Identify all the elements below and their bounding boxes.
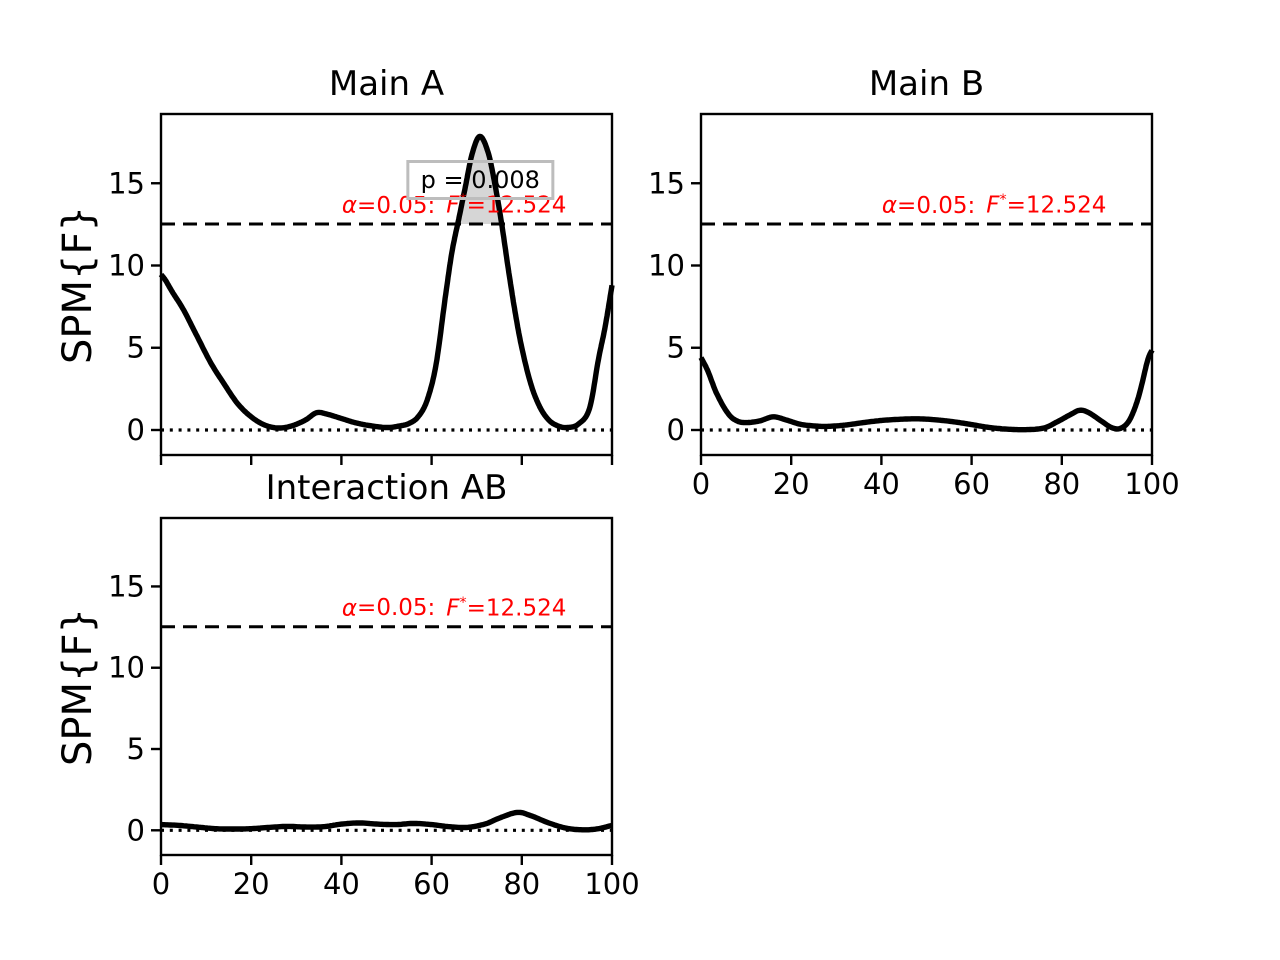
axes-frame	[159, 516, 614, 857]
y-axis-label-main-a: SPM{F}	[55, 206, 101, 364]
y-tick-label: 10	[108, 651, 145, 685]
p-value-annotation: p = 0.008	[406, 159, 554, 200]
f-critical-value: =12.524	[1006, 192, 1107, 219]
y-tick-label: 10	[108, 249, 145, 283]
y-axis-label-interaction-ab: SPM{F}	[55, 608, 101, 766]
f-star: *	[459, 191, 467, 208]
y-tick-label: 10	[648, 249, 685, 283]
y-tick-label: 5	[667, 331, 685, 365]
axes-frame	[159, 112, 614, 457]
y-tick-label: 5	[127, 732, 145, 766]
x-tick-label: 100	[1124, 467, 1179, 501]
y-tick-label: 15	[108, 166, 145, 200]
alpha-value: =0.05:	[897, 192, 976, 219]
spm-curve	[698, 348, 1155, 433]
alpha-symbol: α	[341, 595, 358, 622]
f-star: *	[999, 191, 1007, 208]
alpha-symbol: α	[881, 192, 898, 219]
threshold-label-interaction-ab: α=0.05: F*=12.524	[342, 595, 567, 623]
y-tick-label: 15	[648, 166, 685, 200]
suprathreshold-cluster-fill	[457, 136, 502, 224]
y-tick-label: 0	[127, 413, 145, 447]
f-symbol: F	[446, 595, 460, 622]
x-tick-label: 40	[863, 467, 900, 501]
y-tick-label: 15	[108, 569, 145, 603]
chart-title-main-a: Main A	[328, 64, 445, 104]
y-tick-label: 5	[127, 331, 145, 365]
alpha-value: =0.05:	[357, 595, 436, 622]
x-tick-label: 60	[953, 467, 990, 501]
chart-title-interaction-ab: Interaction AB	[265, 468, 508, 508]
f-star: *	[459, 594, 467, 611]
y-tick-label: 0	[127, 813, 145, 847]
spm-curve	[158, 133, 615, 431]
f-critical-value: =12.524	[466, 595, 567, 622]
x-tick-label: 20	[233, 867, 270, 901]
x-tick-label: 100	[584, 867, 639, 901]
x-tick-label: 20	[773, 467, 810, 501]
x-tick-label: 0	[152, 867, 170, 901]
x-tick-label: 0	[692, 467, 710, 501]
x-tick-label: 40	[323, 867, 360, 901]
spm-curve	[159, 809, 614, 833]
alpha-symbol: α	[341, 192, 358, 219]
x-tick-label: 60	[413, 867, 450, 901]
y-tick-label: 0	[667, 413, 685, 447]
x-tick-label: 80	[1043, 467, 1080, 501]
threshold-label-main-b: α=0.05: F*=12.524	[882, 192, 1107, 220]
axes-frame	[699, 112, 1154, 457]
x-tick-label: 80	[503, 867, 540, 901]
chart-title-main-b: Main B	[868, 64, 985, 104]
f-symbol: F	[986, 192, 1000, 219]
